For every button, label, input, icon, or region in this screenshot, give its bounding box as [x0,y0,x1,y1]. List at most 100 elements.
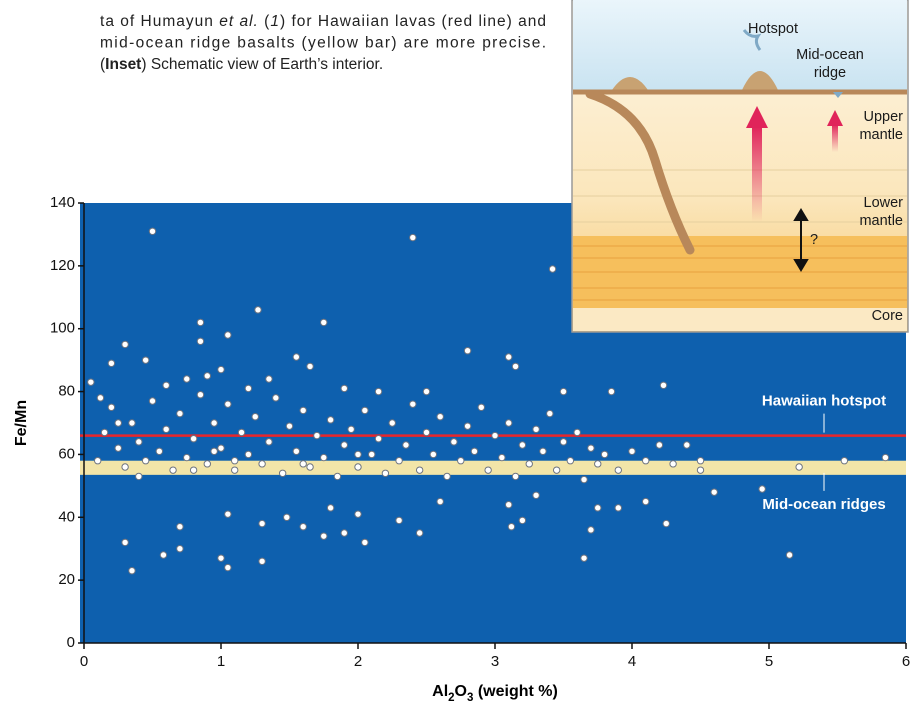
data-point [573,428,581,437]
inset-label: mantle [859,213,903,229]
data-point [409,400,417,408]
inset-label: Core [872,308,903,324]
data-point [155,447,164,455]
data-point [505,501,513,509]
inset-label: Hotspot [748,21,798,37]
data-point [169,466,177,474]
data-point [507,523,516,531]
data-point [313,431,321,440]
data-point [795,463,803,471]
data-point [388,419,396,427]
data-point [292,447,301,455]
data-point [340,384,348,393]
inset-label: ridge [814,65,846,81]
ridge-plume [832,124,838,152]
text-part: O [455,683,467,700]
data-point [381,469,390,477]
data-point [368,450,376,459]
data-point [477,403,485,411]
data-point [258,519,266,528]
data-point [559,438,568,446]
y-tick-label: 140 [50,194,75,211]
data-point [114,444,122,452]
data-point [196,337,205,345]
caption: ta of Humayun et al. (1) for Hawaiian la… [100,13,546,73]
data-point [696,466,705,474]
data-point [251,413,259,421]
data-point [354,510,362,518]
data-point [580,475,588,484]
data-point [176,409,184,418]
inset-label: mantle [859,127,903,143]
data-point [548,265,557,273]
data-point [395,516,403,525]
data-point [710,488,718,496]
data-point [566,457,575,465]
text-part: 3 [467,692,473,704]
data-point [217,444,225,452]
line-label: Hawaiian hotspot [762,393,886,410]
data-point [505,353,513,361]
data-point [443,472,451,481]
ridge-notch [833,92,843,98]
mantle-lines [573,169,907,223]
data-point [121,463,129,471]
data-point [176,545,184,553]
data-point [518,441,527,449]
data-point [272,394,280,402]
data-point [539,447,547,455]
data-point [196,318,205,327]
data-point [114,419,122,427]
inset-label: Lower [864,195,904,211]
data-point [518,516,527,525]
caption-line: (Inset) Schematic view of Earth’s interi… [100,56,383,73]
data-point [128,567,136,575]
data-point [532,425,540,433]
y-tick-label: 0 [67,634,75,651]
data-point [320,318,328,327]
data-point [614,466,622,474]
inset-sky [573,0,907,92]
data-point [628,447,636,455]
data-point [422,387,431,396]
data-point [141,457,150,465]
data-point [587,444,595,452]
data-point [265,438,273,446]
data-point [231,466,239,474]
y-tick-label: 80 [58,383,75,400]
data-point [450,438,458,446]
data-point [415,466,424,474]
text-part: ( [259,13,270,30]
data-point [463,347,472,355]
data-point [758,485,766,493]
data-point [224,563,232,572]
caption-line: ta of Humayun et al. (1) for Hawaiian la… [100,13,546,30]
data-point [532,491,540,499]
x-tick-label: 4 [628,653,636,670]
layer-lines [573,245,907,301]
data-point [333,472,342,481]
text-part: ( [100,56,106,73]
data-point [285,422,294,430]
data-point [299,523,307,531]
data-point [525,460,533,468]
data-point [642,497,650,506]
data-point [299,406,307,415]
data-point [107,359,116,367]
text-part: Al [432,683,448,700]
caption-line: mid-ocean ridge basalts (yellow bar) are… [100,35,546,52]
data-point [159,551,168,559]
ridge-arrow [827,110,843,126]
data-point [183,453,191,462]
data-point [254,306,262,314]
volcanoes [612,71,778,90]
data-point [415,529,424,537]
data-point [470,447,479,455]
data-point [552,466,561,474]
data-point [283,513,291,521]
inset: Hotspot Mid-ocean ridge Upper mantle Low… [571,0,909,333]
data-point [511,362,520,371]
data-point [347,425,355,433]
data-point [436,413,444,421]
